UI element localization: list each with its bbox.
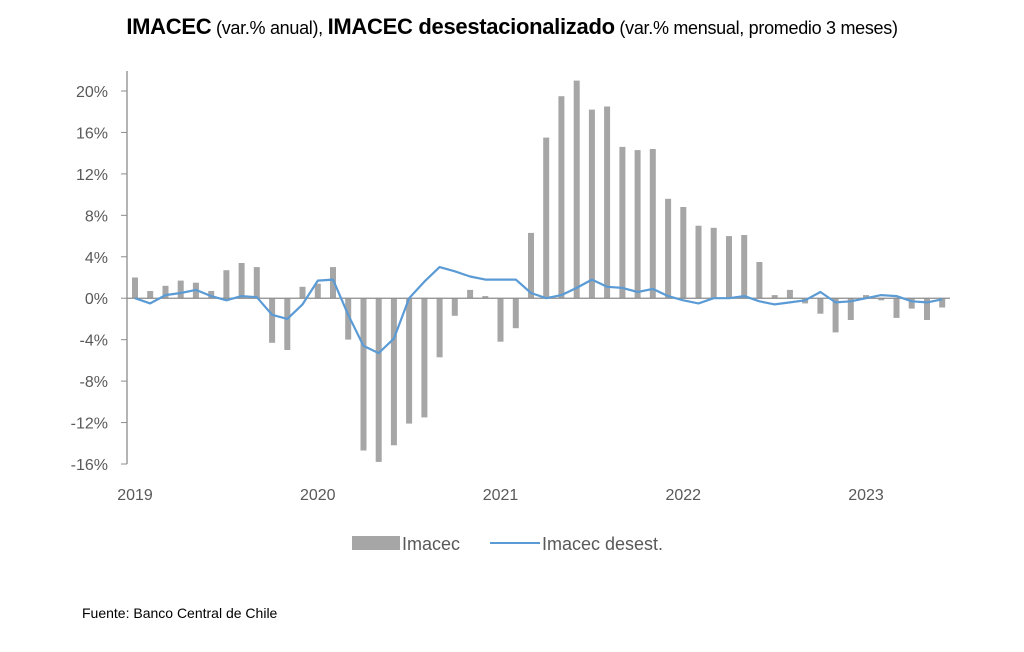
bar-2022-06 <box>756 262 763 299</box>
title-imacec-desest: IMACEC desestacionalizado <box>327 14 615 39</box>
bar-2021-06 <box>573 80 580 299</box>
bar-2023-03 <box>893 298 900 318</box>
title-imacec-unit: (var.% anual), <box>211 18 328 38</box>
y-tick-label: 8% <box>85 208 108 225</box>
y-tick-label: 16% <box>76 125 108 142</box>
bar-2019-08 <box>238 263 245 299</box>
bar-2021-10 <box>634 150 641 299</box>
axes <box>126 71 950 464</box>
bar-2023-05 <box>924 298 930 320</box>
bar-2020-10 <box>451 298 458 316</box>
bar-2021-12 <box>665 198 672 299</box>
bar-2020-12 <box>482 296 489 299</box>
x-tick-label: 2020 <box>300 487 336 504</box>
y-tick-label: -16% <box>71 457 108 474</box>
bar-2021-09 <box>619 146 626 299</box>
title-imacec: IMACEC <box>126 14 212 39</box>
bar-2023-04 <box>908 298 915 309</box>
bar-2020-03 <box>345 298 352 340</box>
bar-2020-04 <box>360 298 367 451</box>
bar-2020-09 <box>436 298 443 358</box>
title-imacec-desest-unit: (var.% mensual, promedio 3 meses) <box>614 18 898 38</box>
legend-label-imacec-desest: Imacec desest. <box>542 534 663 554</box>
bar-2022-12 <box>847 298 854 320</box>
bar-2022-07 <box>771 295 778 299</box>
bar-2020-06 <box>390 298 397 446</box>
bar-2022-03 <box>710 227 717 299</box>
bar-2022-05 <box>741 235 748 299</box>
bar-2019-12 <box>299 286 306 299</box>
x-tick-label: 2022 <box>665 487 701 504</box>
bar-2022-11 <box>832 298 839 333</box>
legend-swatch-imacec <box>352 536 400 550</box>
bar-2022-01 <box>680 207 687 299</box>
bar-2020-11 <box>467 289 474 299</box>
x-tick-label: 2023 <box>848 487 884 504</box>
bar-2023-06 <box>939 298 946 308</box>
bar-2022-08 <box>786 289 793 299</box>
bar-2020-05 <box>375 298 382 462</box>
bar-2019-10 <box>269 298 276 343</box>
bar-2020-07 <box>406 298 413 424</box>
bar-2023-01 <box>863 295 869 299</box>
bar-2019-06 <box>208 291 215 299</box>
bar-2021-08 <box>604 106 611 299</box>
legend-label-imacec: Imacec <box>402 534 460 554</box>
bar-2019-09 <box>253 267 260 299</box>
bar-2022-10 <box>817 298 824 314</box>
bar-2019-03 <box>162 285 169 299</box>
bar-2021-02 <box>512 298 519 329</box>
bar-2019-01 <box>132 277 138 299</box>
bar-2021-04 <box>543 137 550 299</box>
y-axis-ticks: 20% 16% 12% 8% 4% 0% -4% -8% -12% -16% <box>71 84 127 474</box>
source-note: Fuente: Banco Central de Chile <box>82 605 278 621</box>
bar-2019-04 <box>177 280 184 299</box>
bar-2021-01 <box>497 298 504 342</box>
x-tick-label: 2019 <box>117 487 153 504</box>
bar-2020-08 <box>421 298 428 418</box>
bar-2021-03 <box>528 232 534 299</box>
y-tick-label: 20% <box>76 84 108 101</box>
bar-2021-11 <box>649 149 656 299</box>
bar-2022-04 <box>726 236 732 299</box>
bar-2020-02 <box>330 267 336 299</box>
legend: Imacec Imacec desest. <box>352 534 663 554</box>
bar-2020-01 <box>314 283 321 299</box>
y-tick-label: 4% <box>85 250 108 267</box>
chart-title: IMACEC (var.% anual), IMACEC desestacion… <box>0 14 1024 40</box>
bar-2019-11 <box>284 298 291 350</box>
bar-2021-07 <box>588 109 595 299</box>
bar-series-imacec <box>132 80 946 462</box>
line-series-imacec-desest <box>134 266 943 355</box>
y-tick-label: -4% <box>80 333 108 350</box>
x-axis-ticks: 2019 2020 2021 2022 2023 <box>117 487 884 504</box>
line-imacec-desest <box>134 266 943 355</box>
bar-2021-05 <box>558 96 565 299</box>
x-tick-label: 2021 <box>483 487 519 504</box>
bar-2019-02 <box>147 291 154 299</box>
y-tick-label: 0% <box>85 291 108 308</box>
bar-2022-02 <box>695 225 702 299</box>
bar-2023-02 <box>878 298 885 301</box>
y-tick-label: -8% <box>80 374 108 391</box>
y-tick-label: -12% <box>71 416 108 433</box>
y-tick-label: 12% <box>76 167 108 184</box>
bar-2019-07 <box>223 270 230 299</box>
